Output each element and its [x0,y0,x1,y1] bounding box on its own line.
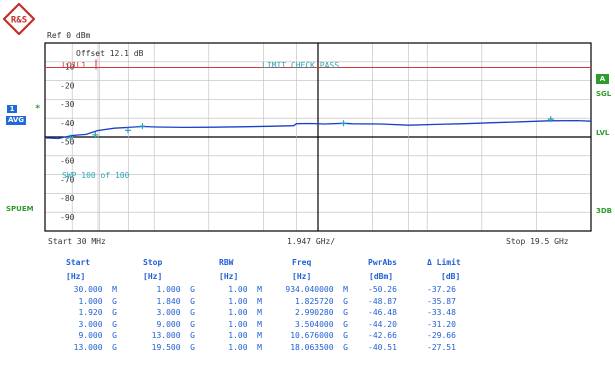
table-cell: 1.825720 G [295,296,348,306]
ref-level-label: Ref 0 dBm [47,31,91,40]
unit-pwrabs: [dBm] [369,272,394,281]
span-per-div-label: 1.947 GHz/ [287,237,336,246]
table-cell: 1.840 G [156,296,195,306]
table-cell: 30.000 M [73,285,117,294]
table-cell: 1.00 M [228,308,262,318]
unit-freq: [Hz] [292,272,312,281]
table-cell: -40.51 [368,343,397,352]
table-cell: 1.00 M [228,319,262,329]
table-cell: 18.063500 G [290,343,348,352]
sgl-label: SGL [596,90,612,98]
table-cell: 1.920 G [78,308,117,318]
y-tick-label: -50 [60,138,75,147]
sweep-count-label: SWP 100 of 100 [62,171,130,180]
diagram-frame [44,42,592,232]
limit-line-label: LO1L1 [62,61,86,70]
table-cell: 934.040000 M [285,285,348,294]
table-cell: 1.00 M [228,343,262,352]
peak-marker [139,123,146,130]
spectrum-trace [44,119,592,140]
table-cell: -50.26 [368,285,397,294]
table-cell: 3.000 G [156,308,195,318]
y-tick-label: -80 [60,194,75,203]
table-cell: 13.000 G [151,331,195,341]
y-tick-label: -90 [60,213,75,222]
y-tick-label: -40 [60,119,75,128]
table-cell: 1.00 M [228,331,262,341]
table-cell: 1.00 M [228,296,262,306]
spectrum-diagram: -10 -20 -30 -40 -50 -60 -70 -80 -90 Offs… [44,42,592,232]
table-cell: -27.51 [427,343,456,352]
peak-marker [340,120,347,127]
table-cell: -33.48 [427,308,456,318]
table-cell: 2.990280 G [295,308,348,318]
start-frequency-label: Start 30 MHz [48,237,106,246]
table-cell: 3.000 G [78,319,117,329]
table-cell: 1.000 G [78,296,117,306]
table-cell: -29.66 [427,331,456,341]
y-tick-label: -30 [60,100,75,109]
col-header-freq: Freq [292,258,312,267]
peak-marker [67,134,74,141]
table-cell: 1.000 G [156,285,195,294]
mode-label: SPUEM [6,205,34,213]
peak-marker [547,116,554,123]
peak-marker [92,131,99,138]
col-header-delta-limit: Δ Limit [427,258,461,267]
col-header-rbw: RBW [219,258,234,267]
y-tick-label: -60 [60,157,75,166]
trigger-box: A [596,74,609,84]
table-cell: 1.00 M [228,285,262,294]
stop-frequency-label: Stop 19.5 GHz [506,237,569,246]
col-header-start: Start [66,258,91,267]
unit-stop: [Hz] [143,272,163,281]
table-cell: -31.20 [427,319,456,329]
table-cell: 19.500 G [151,343,195,352]
logo-text: R&S [11,16,27,26]
table-cell: 10.676000 G [290,331,348,341]
y-tick-label: -70 [60,175,75,184]
table-cell: 9.000 G [156,319,195,329]
trace-mode-badge: AVG [6,116,26,125]
y-tick-label: -20 [60,81,75,90]
3db-label: 3DB [596,207,613,215]
rs-logo: R&S [2,2,36,36]
limit-check-label: LIMIT CHECK PASS [262,61,339,70]
table-cell: -42.66 [368,331,397,341]
table-cell: -35.87 [427,296,456,306]
trace-star: * [35,104,41,114]
table-cell: 3.504000 G [295,319,348,329]
results-table: Start Stop RBW Freq PwrAbs Δ Limit [Hz] … [0,255,615,372]
lvl-label: LVL [596,129,610,137]
col-header-pwrabs: PwrAbs [368,258,397,267]
unit-delta-limit: [dB] [441,272,461,281]
table-cell: -44.20 [368,319,397,329]
offset-label: Offset 12.1 dB [76,49,144,58]
table-cell: -48.87 [368,296,397,306]
unit-rbw: [Hz] [219,272,239,281]
col-header-stop: Stop [143,258,163,267]
unit-start: [Hz] [66,272,86,281]
peak-marker [125,127,132,134]
table-cell: -37.26 [427,285,456,294]
table-cell: 13.000 G [73,343,117,352]
trace-number-badge: 1 [7,105,17,113]
table-cell: 9.000 G [78,331,117,341]
table-cell: -46.48 [368,308,397,318]
